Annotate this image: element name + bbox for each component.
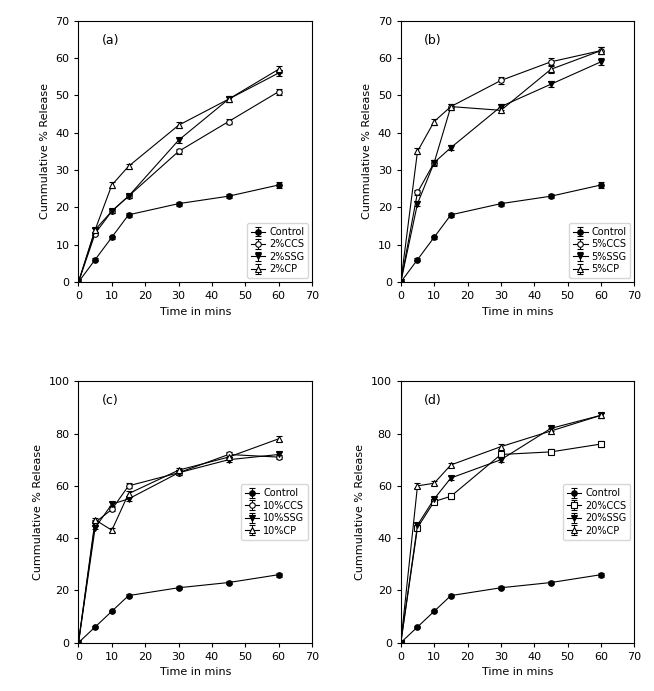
Text: (d): (d) [424, 395, 442, 408]
Y-axis label: Cummulative % Release: Cummulative % Release [33, 444, 43, 580]
Text: (c): (c) [102, 395, 118, 408]
Legend: Control, 5%CCS, 5%SSG, 5%CP: Control, 5%CCS, 5%SSG, 5%CP [569, 223, 630, 278]
X-axis label: Time in mins: Time in mins [482, 668, 553, 677]
Text: (b): (b) [424, 34, 442, 47]
Legend: Control, 10%CCS, 10%SSG, 10%CP: Control, 10%CCS, 10%SSG, 10%CP [241, 484, 308, 540]
Legend: Control, 2%CCS, 2%SSG, 2%CP: Control, 2%CCS, 2%SSG, 2%CP [247, 223, 308, 278]
Y-axis label: Cummulative % Release: Cummulative % Release [355, 444, 365, 580]
Text: (a): (a) [102, 34, 119, 47]
Y-axis label: Cummulative % Release: Cummulative % Release [362, 84, 372, 219]
Y-axis label: Cummulative % Release: Cummulative % Release [40, 84, 50, 219]
X-axis label: Time in mins: Time in mins [160, 307, 231, 316]
Legend: Control, 20%CCS, 20%SSG, 20%CP: Control, 20%CCS, 20%SSG, 20%CP [563, 484, 630, 540]
X-axis label: Time in mins: Time in mins [482, 307, 553, 316]
X-axis label: Time in mins: Time in mins [160, 668, 231, 677]
